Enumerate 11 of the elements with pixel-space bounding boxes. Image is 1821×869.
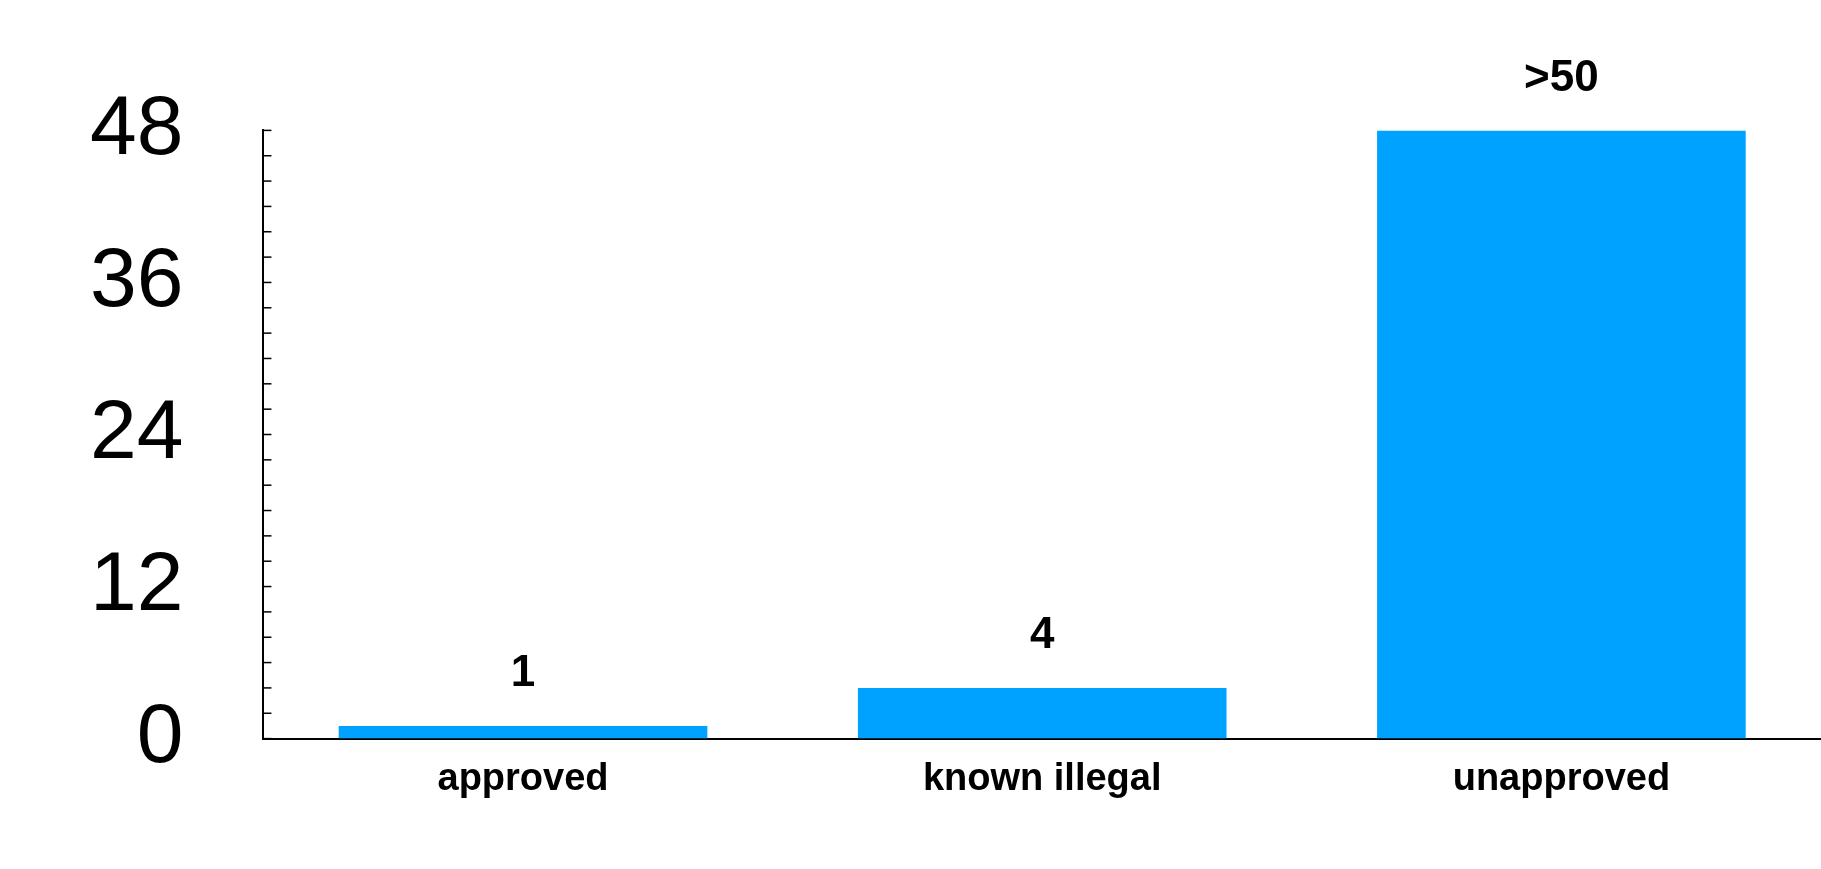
- y-tick-label: 36: [90, 229, 184, 324]
- x-tick-label: known illegal: [922, 755, 1162, 798]
- data-label: 1: [510, 646, 536, 696]
- x-tick-label: approved: [437, 755, 609, 798]
- x-tick-label: unapproved: [1452, 755, 1671, 798]
- data-label: 4: [1029, 608, 1055, 658]
- y-tick-label: 0: [136, 685, 184, 780]
- data-label: >50: [1524, 50, 1599, 100]
- y-tick-label: 24: [90, 381, 184, 476]
- y-tick-label: 48: [90, 77, 184, 172]
- y-tick-label: 12: [90, 533, 184, 628]
